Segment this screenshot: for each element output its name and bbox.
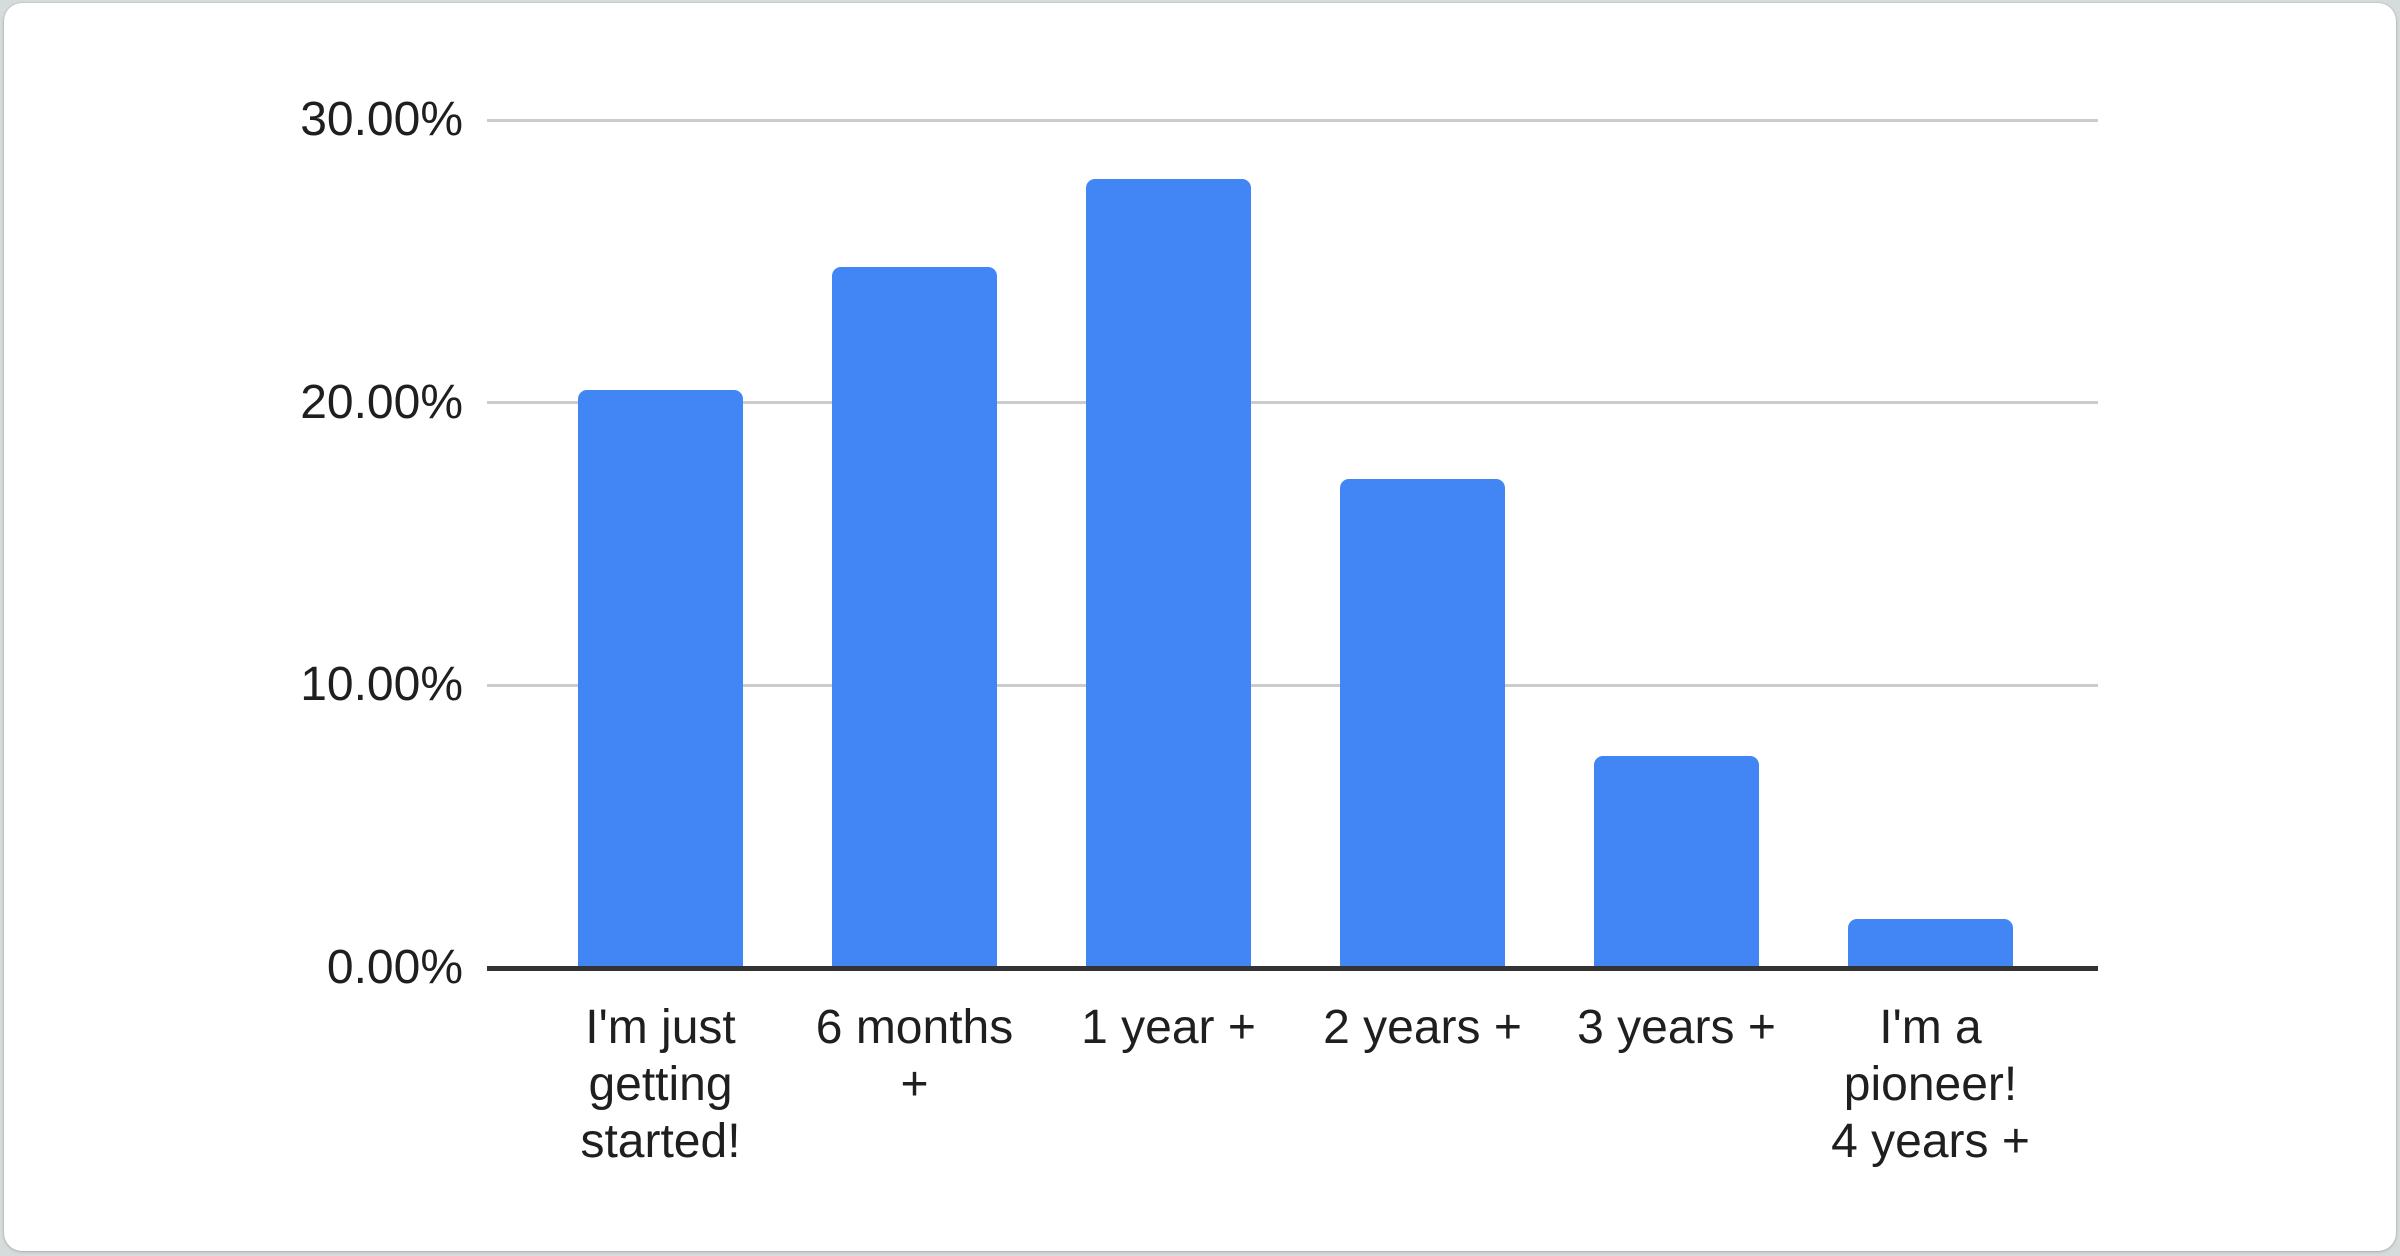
y-axis-tick-label: 10.00% bbox=[300, 658, 463, 712]
x-axis-category-label: 1 year + bbox=[1081, 1001, 1256, 1054]
x-axis-category-label: 3 years + bbox=[1577, 1001, 1776, 1054]
gridline bbox=[487, 401, 2098, 405]
gridline bbox=[487, 683, 2098, 687]
y-axis-tick-label: 0.00% bbox=[326, 941, 463, 994]
chart-card: 0.00% 10.00% 20.00% 30.00% I'm just getting … bbox=[4, 3, 2396, 1251]
bar-3[interactable] bbox=[1086, 179, 1251, 968]
gridline bbox=[487, 118, 2098, 122]
x-axis-category-label: I'm just getting started! bbox=[580, 1001, 741, 1168]
x-axis-category-label: 6 months + bbox=[815, 1001, 1014, 1111]
x-axis-category-label: I'm a pioneer! 4 years + bbox=[1831, 1001, 2030, 1168]
bar-6[interactable] bbox=[1848, 919, 2013, 968]
bar-4[interactable] bbox=[1340, 479, 1505, 968]
bar-1[interactable] bbox=[578, 390, 743, 968]
y-axis-tick-label: 20.00% bbox=[300, 375, 463, 429]
x-axis-line bbox=[487, 966, 2098, 971]
y-axis-tick-label: 30.00% bbox=[300, 93, 463, 146]
bar-5[interactable] bbox=[1594, 756, 1759, 968]
bar-2[interactable] bbox=[832, 267, 997, 968]
x-axis-category-label: 2 years + bbox=[1323, 1001, 1522, 1054]
